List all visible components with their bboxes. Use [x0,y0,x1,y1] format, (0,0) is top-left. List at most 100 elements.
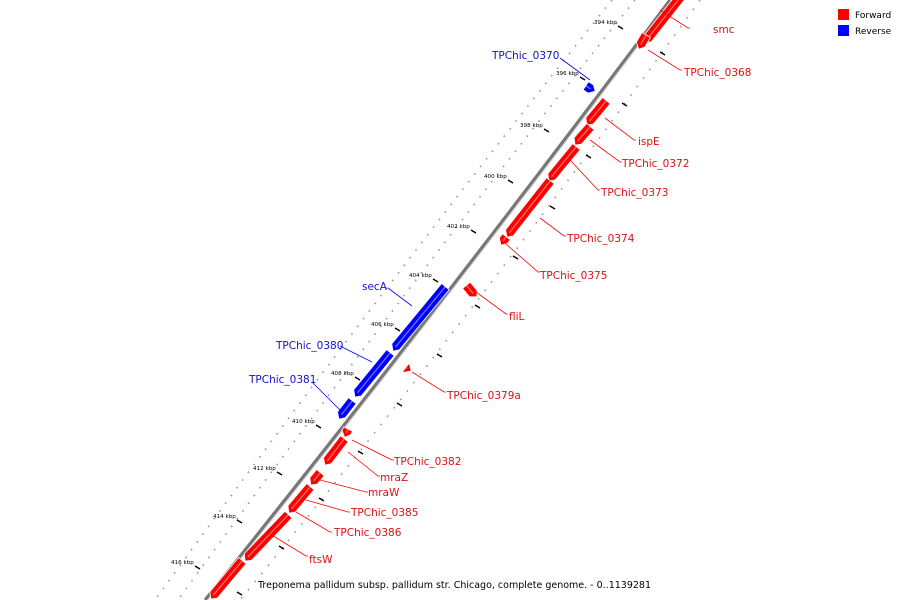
gene-label-ispe: ispE [638,136,660,148]
tick-mark [315,424,322,429]
tick-mark [470,229,477,234]
gene-arrow-tpchic_0380 [353,349,395,398]
gene-label-tpchic_0374: TPChic_0374 [566,233,635,245]
gene-labels: smc TPChic_0368 TPChic_0370 ispE TPChic_0372… [248,9,751,566]
gene-label-seca: secA [362,281,388,293]
genome-title: Treponema pallidum subsp. pallidum str. … [257,580,651,591]
gene-highlight [340,400,353,416]
tick-mark [512,255,519,260]
gene-label-flil: fliL [509,311,525,323]
gene-label-leader [411,371,446,393]
tick-mark [507,179,514,184]
legend-forward-swatch [838,9,849,20]
gene-label-ftsw: ftsW [309,554,333,566]
gene-label-tpchic_0385: TPChic_0385 [350,507,418,519]
legend: Forward Reverse [838,9,892,37]
gene-label-tpchic_0368: TPChic_0368 [683,67,751,79]
tick-mark [394,327,401,332]
gene-label-leader [319,479,368,493]
tick-mark [354,376,361,381]
gene-label-mraw: mraW [368,487,400,499]
gene-arrow-tpchic_0382 [341,426,354,438]
gene-label-leader [589,139,622,163]
tick-mark [278,545,285,550]
gene-arrow-mraw [309,468,325,486]
tick-mark [543,128,550,133]
gene-label-leader [559,57,591,81]
tick-mark [436,353,443,358]
gene-label-tpchic_0379a: TPChic_0379a [446,390,521,402]
gene-arrow-flil [462,281,478,298]
gene-label-leader [311,381,341,411]
gene-highlight [551,146,577,178]
gene-highlight [502,236,507,242]
tick-mark [659,51,666,56]
gene-label-leader [295,511,332,533]
gene-arrow-tpchic_0373 [547,143,581,182]
tick-mark [357,450,364,455]
gene-highlight [508,180,551,234]
tick-mark [621,102,628,107]
gene-arrow-tpchic_0372 [573,122,595,146]
tick-mark [276,471,283,476]
tick-label: 414 kbp [213,514,236,520]
gene-arrow-smc [643,0,685,44]
tick-label: 410 kbp [292,419,315,425]
gene-arrow-seca [391,282,450,352]
tick-mark [549,205,556,210]
gene-arrow-tpchic_0368 [635,31,651,50]
gene-label-tpchic_0386: TPChic_0386 [333,527,402,539]
gene-label-tpchic_0375: TPChic_0375 [539,270,607,282]
gene-arrow-ispe [585,96,611,126]
gene-arrow-tpchic_0379a [402,363,412,373]
gene-arrow-tpchic_0370 [582,81,596,94]
tick-mark [617,25,624,30]
tick-label: 398 kbp [520,123,543,129]
tick-mark [194,565,201,570]
legend-reverse-label: Reverse [855,27,892,37]
gene-highlight [577,126,591,142]
tick-label: 412 kbp [253,466,276,472]
gene-highlight [213,560,243,596]
tick-mark [236,519,243,524]
tick-label: 402 kbp [447,224,470,230]
gene-label-tpchic_0382: TPChic_0382 [393,456,461,468]
gene-features [209,0,685,600]
legend-reverse-swatch [838,25,849,36]
gene-highlight [405,367,408,369]
gene-label-tpchic_0370: TPChic_0370 [491,50,559,62]
kbp-tick-marks: 394 kbp 396 kbp 398 kbp 400 kbp 402 kbp 404 k… [171,20,666,596]
legend-forward-label: Forward [855,11,891,21]
gene-highlight [326,438,345,462]
gene-label-leader [569,159,600,191]
gene-arrow-mraz [323,435,349,466]
gene-label-mraz: mraZ [380,472,408,484]
gene-arrow-tpchic_0375 [498,233,511,246]
gene-arrow-ftsw [209,556,247,600]
gene-highlight [345,428,349,433]
gene-highlight [589,100,607,122]
tick-mark [579,76,586,81]
gene-label-leader [659,9,690,29]
tick-label: 406 kbp [371,322,394,328]
gene-label-leader [305,499,350,513]
gene-label-leader [647,49,682,71]
gene-label-leader [269,533,308,557]
gene-arrow-tpchic_0386 [243,510,293,562]
tick-mark [236,591,243,596]
gene-label-leader [475,291,508,315]
gene-highlight [465,284,474,294]
gene-label-leader [539,217,566,237]
gene-highlight [585,85,592,90]
gene-label-smc: smc [713,24,735,36]
gene-label-tpchic_0381: TPChic_0381 [248,374,316,386]
tick-label: 416 kbp [171,560,194,566]
gene-arrow-tpchic_0374 [505,177,555,238]
tick-label: 404 kbp [409,273,432,279]
gene-label-tpchic_0373: TPChic_0373 [600,187,668,199]
tick-mark [474,304,481,309]
tick-mark [396,402,403,407]
gene-highlight [291,486,311,510]
gene-label-leader [351,439,394,461]
tick-label: 408 kbp [331,371,354,377]
